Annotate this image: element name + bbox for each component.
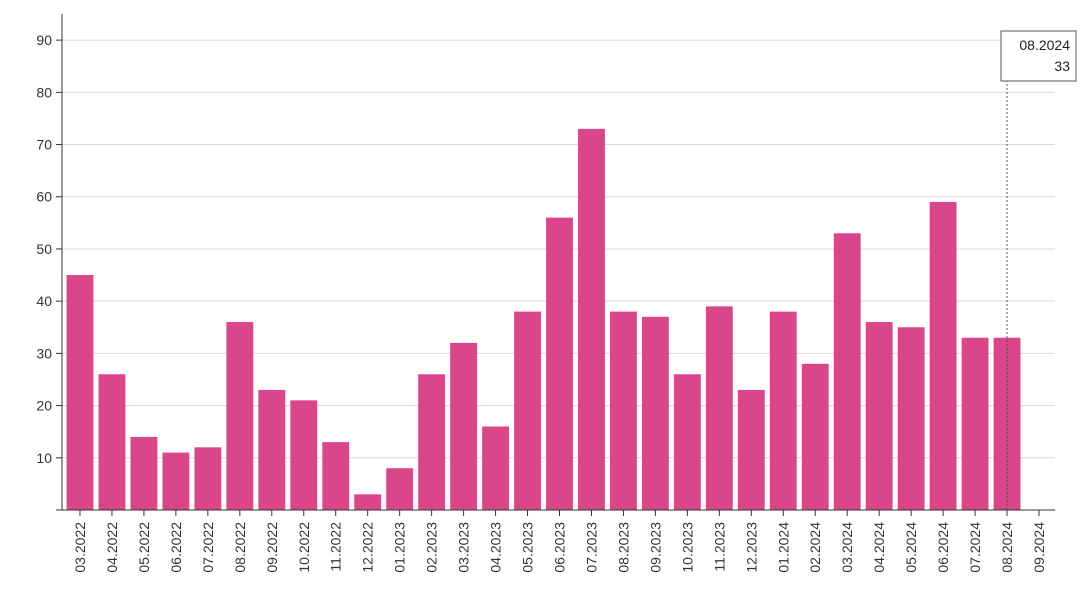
bar[interactable] bbox=[258, 389, 286, 510]
x-tick-label: 12.2022 bbox=[360, 522, 376, 573]
x-tick-label: 12.2023 bbox=[743, 522, 759, 573]
x-tick-label: 08.2022 bbox=[232, 522, 248, 573]
x-tick-label: 05.2022 bbox=[136, 522, 152, 573]
bar[interactable] bbox=[162, 452, 190, 510]
x-tick-label: 09.2023 bbox=[647, 522, 663, 573]
bar[interactable] bbox=[705, 306, 733, 510]
bar[interactable] bbox=[226, 322, 254, 510]
hover-tooltip: 08.2024 33 bbox=[1000, 30, 1077, 510]
x-tick-label: 11.2023 bbox=[711, 522, 727, 572]
x-tick-label: 04.2024 bbox=[871, 522, 887, 573]
bar[interactable] bbox=[578, 128, 605, 510]
x-tick-label: 06.2023 bbox=[552, 522, 568, 573]
y-tick-label: 70 bbox=[36, 137, 52, 153]
bar[interactable] bbox=[610, 311, 637, 510]
x-tick-label: 09.2022 bbox=[264, 522, 280, 573]
x-tick-label: 05.2023 bbox=[520, 522, 536, 573]
y-tick-label: 30 bbox=[36, 345, 52, 361]
x-tick-label: 07.2022 bbox=[200, 522, 216, 573]
bar[interactable] bbox=[514, 311, 541, 510]
bar[interactable] bbox=[929, 201, 957, 511]
bar[interactable] bbox=[546, 217, 573, 511]
y-tick-label: 60 bbox=[36, 189, 52, 205]
x-tick-labels: 03.2022 04.2022 05.2022 06.2022 07.2022 08.20… bbox=[72, 510, 1047, 573]
y-tick-label: 90 bbox=[36, 32, 52, 48]
x-tick-label: 07.2023 bbox=[583, 522, 599, 573]
bar[interactable] bbox=[865, 322, 893, 510]
x-tick-label: 02.2024 bbox=[807, 522, 823, 573]
y-tick-label: 80 bbox=[36, 84, 52, 100]
bar[interactable] bbox=[354, 494, 382, 510]
bar[interactable] bbox=[418, 374, 446, 510]
x-tick-label: 03.2022 bbox=[72, 522, 88, 573]
x-tick-label: 01.2023 bbox=[392, 522, 408, 573]
bar[interactable] bbox=[737, 389, 765, 510]
bar[interactable] bbox=[322, 442, 350, 510]
x-tick-label: 05.2024 bbox=[903, 522, 919, 573]
x-tick-label: 09.2024 bbox=[1031, 522, 1047, 573]
x-tick-label: 08.2024 bbox=[999, 522, 1015, 573]
bar[interactable] bbox=[801, 363, 829, 510]
bar[interactable] bbox=[897, 327, 925, 510]
bar[interactable] bbox=[66, 275, 94, 510]
bar[interactable] bbox=[641, 316, 669, 510]
bar[interactable] bbox=[194, 447, 222, 510]
x-tick-label: 10.2022 bbox=[296, 522, 312, 573]
bar[interactable] bbox=[961, 337, 989, 510]
bar[interactable] bbox=[386, 468, 414, 510]
y-tick-label: 50 bbox=[36, 241, 52, 257]
bar[interactable] bbox=[450, 342, 478, 510]
x-tick-label: 10.2023 bbox=[679, 522, 695, 573]
tooltip-value: 33 bbox=[1054, 58, 1070, 74]
x-tick-label: 11.2022 bbox=[328, 522, 344, 572]
axes bbox=[56, 14, 1055, 511]
bar[interactable] bbox=[769, 311, 797, 510]
tooltip-category: 08.2024 bbox=[1019, 37, 1070, 53]
x-tick-label: 02.2023 bbox=[424, 522, 440, 573]
bar[interactable] bbox=[290, 400, 318, 510]
x-tick-label: 06.2024 bbox=[935, 522, 951, 573]
x-tick-label: 04.2023 bbox=[488, 522, 504, 573]
x-tick-label: 06.2022 bbox=[168, 522, 184, 573]
y-tick-label: 10 bbox=[36, 450, 52, 466]
bar[interactable] bbox=[98, 374, 126, 510]
x-tick-label: 07.2024 bbox=[967, 522, 983, 573]
x-tick-label: 01.2024 bbox=[775, 522, 791, 573]
x-tick-label: 03.2023 bbox=[456, 522, 472, 573]
bar[interactable] bbox=[130, 436, 158, 510]
y-tick-label: 40 bbox=[36, 293, 52, 309]
bar[interactable] bbox=[833, 233, 861, 510]
y-tick-labels: 10 20 30 40 50 60 70 80 90 bbox=[36, 32, 62, 466]
x-tick-label: 03.2024 bbox=[839, 522, 855, 573]
x-tick-label: 04.2022 bbox=[104, 522, 120, 573]
x-tick-label: 08.2023 bbox=[615, 522, 631, 573]
bar[interactable] bbox=[673, 374, 701, 510]
tooltip-box bbox=[1000, 30, 1077, 82]
bar[interactable] bbox=[482, 426, 509, 510]
bars bbox=[66, 128, 1021, 511]
y-tick-label: 20 bbox=[36, 398, 52, 414]
